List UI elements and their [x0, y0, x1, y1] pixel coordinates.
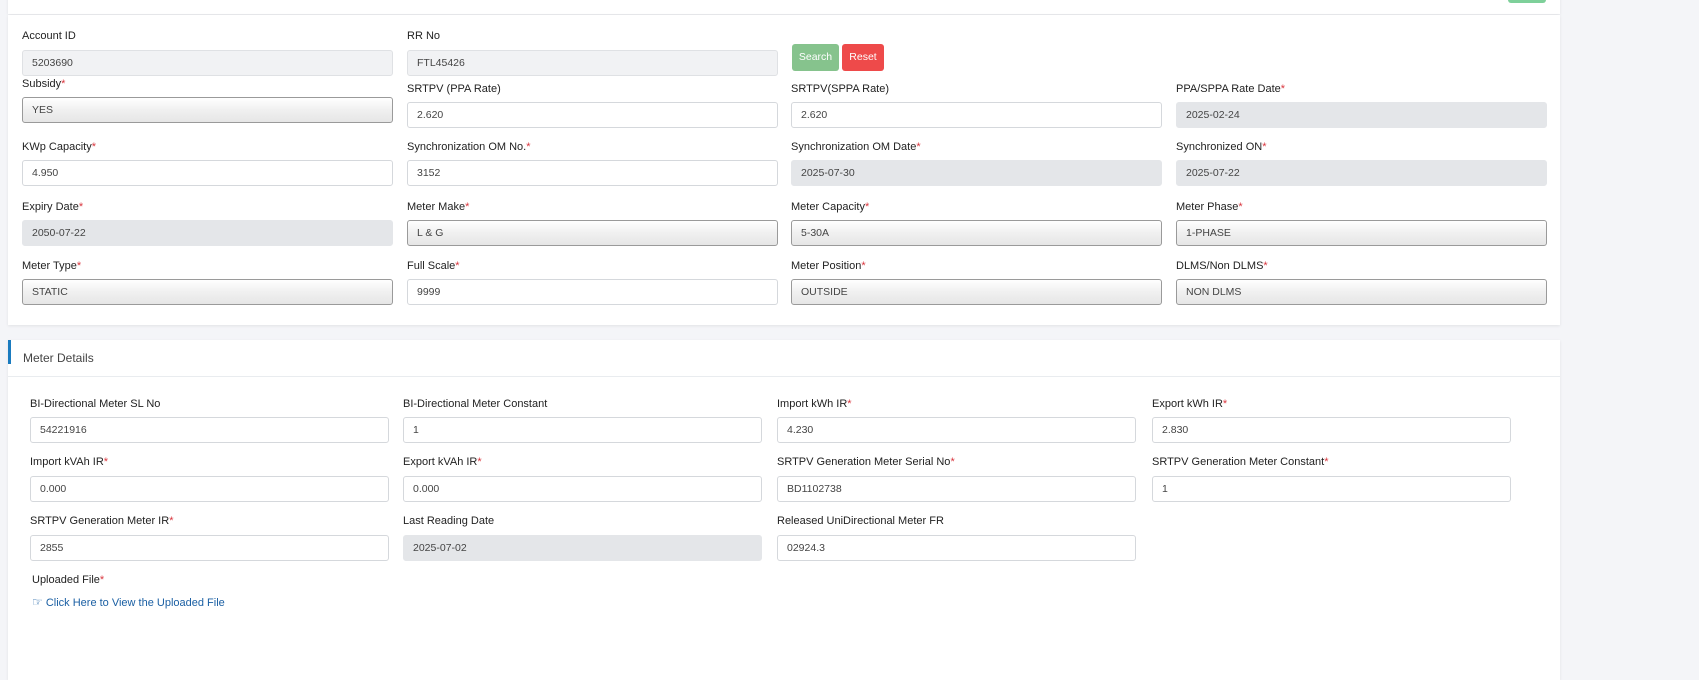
synchronization-om-date-label: Synchronization OM Date*: [791, 141, 921, 153]
bi-directional-meter-sl-no-input[interactable]: 54221916: [30, 417, 389, 443]
synchronization-om-no-input[interactable]: 3152: [407, 160, 778, 186]
meter-position-select[interactable]: OUTSIDE: [791, 279, 1162, 305]
meter-make-label: Meter Make*: [407, 201, 470, 213]
meter-type-select[interactable]: STATIC: [22, 279, 393, 305]
export-kvah-ir-label: Export kVAh IR*: [403, 456, 482, 468]
dlms-non-dlms-select[interactable]: NON DLMS: [1176, 279, 1547, 305]
export-kwh-ir-label: Export kWh IR*: [1152, 398, 1228, 410]
meter-details-card: Meter Details: [8, 340, 1560, 680]
bi-directional-meter-constant-label: BI-Directional Meter Constant: [403, 398, 548, 410]
view-uploaded-file-link[interactable]: ☞ Click Here to View the Uploaded File: [32, 595, 225, 609]
last-reading-date-input[interactable]: 2025-07-02: [403, 535, 762, 561]
released-unidirectional-meter-fr-label: Released UniDirectional Meter FR: [777, 515, 944, 527]
subsidy-label: Subsidy*: [22, 78, 66, 90]
synchronization-om-no-label: Synchronization OM No.*: [407, 141, 531, 153]
meter-make-select[interactable]: L & G: [407, 220, 778, 246]
synchronized-on-input[interactable]: 2025-07-22: [1176, 160, 1547, 186]
kwp-capacity-input[interactable]: 4.950: [22, 160, 393, 186]
kwp-capacity-label: KWp Capacity*: [22, 141, 96, 153]
subsidy-select[interactable]: YES: [22, 97, 393, 123]
section-accent-bar: [8, 340, 11, 364]
import-kvah-ir-input[interactable]: 0.000: [30, 476, 389, 502]
ppa-sppa-rate-date-input[interactable]: 2025-02-24: [1176, 102, 1547, 128]
meter-capacity-label: Meter Capacity*: [791, 201, 870, 213]
hand-pointer-icon: ☞: [32, 595, 43, 609]
account-id-input[interactable]: 5203690: [22, 50, 393, 76]
full-scale-label: Full Scale*: [407, 260, 460, 272]
export-kwh-ir-input[interactable]: 2.830: [1152, 417, 1511, 443]
import-kwh-ir-input[interactable]: 4.230: [777, 417, 1136, 443]
top-action-button[interactable]: [1508, 0, 1546, 3]
reset-button[interactable]: Reset: [842, 44, 884, 71]
top-bar: [8, 0, 1560, 14]
srtpv-sppa-rate-input[interactable]: 2.620: [791, 102, 1162, 128]
meter-type-label: Meter Type*: [22, 260, 82, 272]
expiry-date-input[interactable]: 2050-07-22: [22, 220, 393, 246]
account-id-label: Account ID: [22, 30, 76, 42]
last-reading-date-label: Last Reading Date: [403, 515, 495, 527]
released-unidirectional-meter-fr-input[interactable]: 02924.3: [777, 535, 1136, 561]
meter-capacity-select[interactable]: 5-30A: [791, 220, 1162, 246]
srtpv-generation-meter-serial-no-label: SRTPV Generation Meter Serial No*: [777, 456, 955, 468]
rr-no-label: RR No: [407, 30, 441, 42]
synchronized-on-label: Synchronized ON*: [1176, 141, 1267, 153]
meter-details-title: Meter Details: [23, 351, 94, 365]
bi-directional-meter-constant-input[interactable]: 1: [403, 417, 762, 443]
import-kvah-ir-label: Import kVAh IR*: [30, 456, 109, 468]
srtpv-ppa-rate-label: SRTPV (PPA Rate): [407, 83, 501, 95]
full-scale-input[interactable]: 9999: [407, 279, 778, 305]
divider: [8, 376, 1560, 377]
srtpv-generation-meter-ir-input[interactable]: 2855: [30, 535, 389, 561]
expiry-date-label: Expiry Date*: [22, 201, 84, 213]
meter-position-label: Meter Position*: [791, 260, 866, 272]
export-kvah-ir-input[interactable]: 0.000: [403, 476, 762, 502]
import-kwh-ir-label: Import kWh IR*: [777, 398, 852, 410]
srtpv-generation-meter-constant-input[interactable]: 1: [1152, 476, 1511, 502]
search-button[interactable]: Search: [792, 44, 839, 71]
srtpv-ppa-rate-input[interactable]: 2.620: [407, 102, 778, 128]
uploaded-file-label: Uploaded File*: [32, 574, 105, 586]
synchronization-om-date-input[interactable]: 2025-07-30: [791, 160, 1162, 186]
dlms-non-dlms-label: DLMS/Non DLMS*: [1176, 260, 1268, 272]
srtpv-sppa-rate-label: SRTPV(SPPA Rate): [791, 83, 890, 95]
srtpv-generation-meter-serial-no-input[interactable]: BD1102738: [777, 476, 1136, 502]
meter-phase-label: Meter Phase*: [1176, 201, 1243, 213]
rr-no-input[interactable]: FTL45426: [407, 50, 778, 76]
srtpv-generation-meter-ir-label: SRTPV Generation Meter IR*: [30, 515, 174, 527]
ppa-sppa-rate-date-label: PPA/SPPA Rate Date*: [1176, 83, 1286, 95]
bi-directional-meter-sl-no-label: BI-Directional Meter SL No: [30, 398, 161, 410]
srtpv-generation-meter-constant-label: SRTPV Generation Meter Constant*: [1152, 456, 1329, 468]
meter-phase-select[interactable]: 1-PHASE: [1176, 220, 1547, 246]
